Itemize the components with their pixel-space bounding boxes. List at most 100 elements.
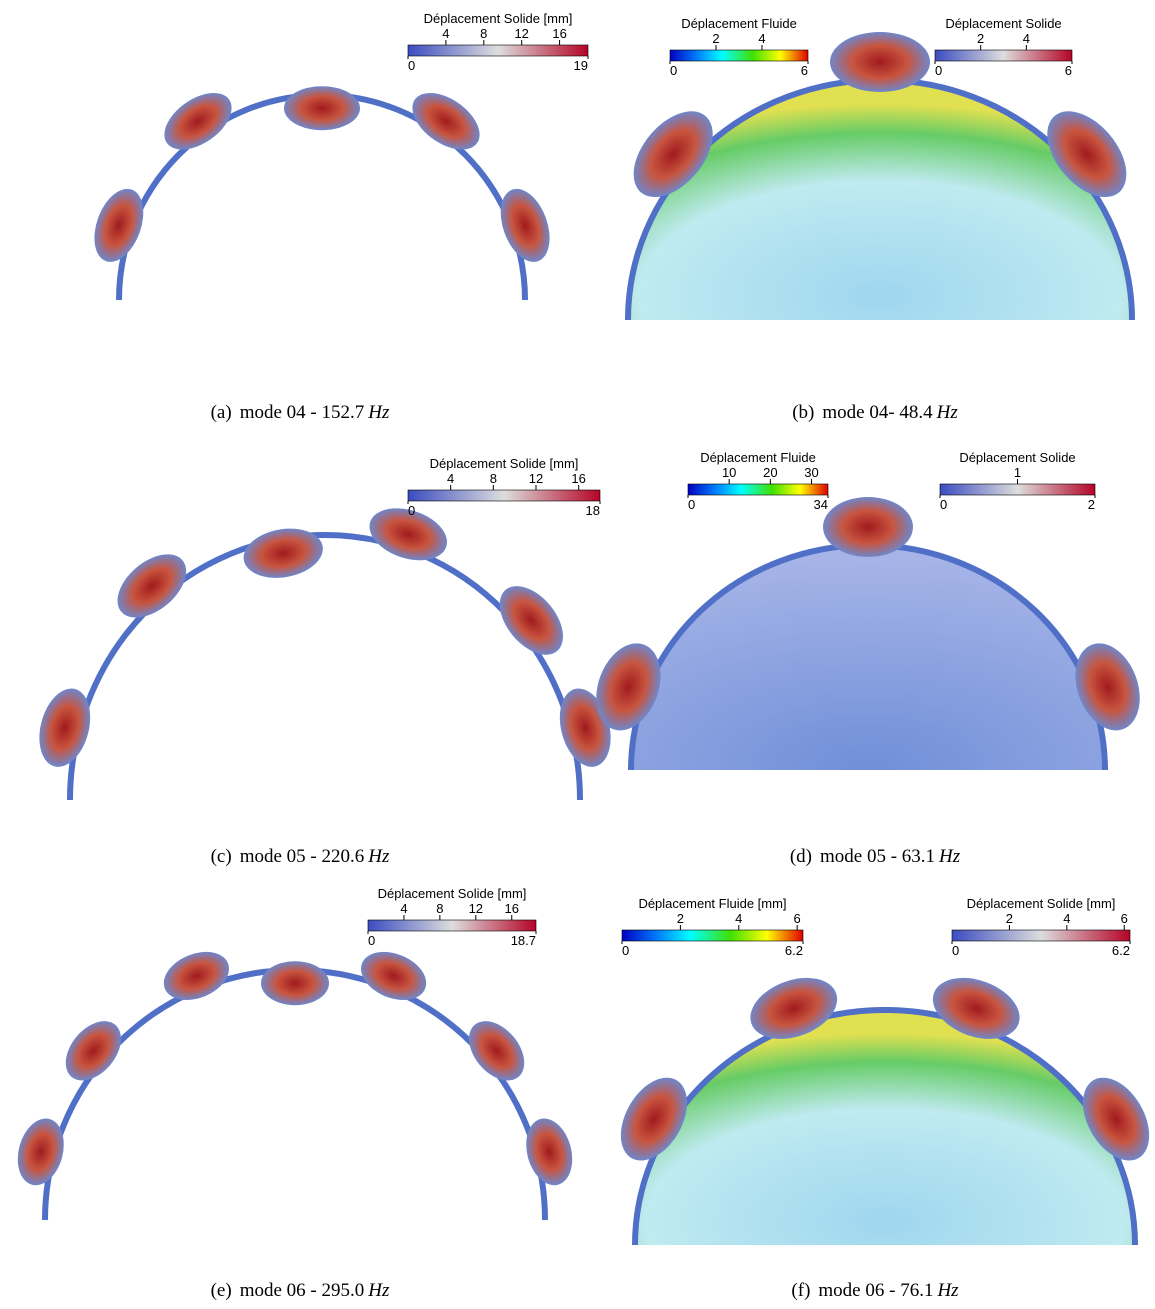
- fluid-domain: [631, 545, 1105, 770]
- colorbar: [669, 49, 809, 62]
- mode-lobe: [596, 643, 661, 731]
- colorbar-tick-label: 12: [514, 26, 528, 41]
- structure: [67, 532, 583, 801]
- colorbar-tick-label: 6: [794, 911, 801, 926]
- colorbar-title: Déplacement Solide [mm]: [430, 456, 579, 471]
- colorbar-tick-label: 4: [442, 26, 449, 41]
- colorbar-tick-label: 4: [447, 471, 454, 486]
- caption-label: (e): [211, 1280, 232, 1301]
- colorbar-tick-label: 12: [469, 901, 483, 916]
- caption-unit: Hz: [938, 846, 961, 867]
- colorbar-title: Déplacement Solide [mm]: [967, 896, 1116, 911]
- colorbar-max: 18.7: [511, 933, 536, 948]
- caption-text: mode 04- 48.4: [822, 402, 933, 423]
- mode-lobe: [117, 554, 187, 618]
- colorbar: [934, 49, 1073, 62]
- colorbar-tick-label: 4: [1063, 911, 1070, 926]
- mode-lobe: [830, 32, 930, 92]
- colorbar-tick-label: 12: [529, 471, 543, 486]
- colorbar-min: 0: [935, 63, 942, 78]
- colorbar-tick-label: 1: [1014, 465, 1021, 480]
- colorbar: [621, 929, 804, 942]
- colorbar-max: 19: [574, 58, 588, 73]
- colorbar-max: 6: [1065, 63, 1072, 78]
- mode-lobe: [499, 586, 563, 655]
- colorbars: Déplacement Solide [mm]4 8 12 160 19Déplacem…: [367, 11, 1131, 958]
- colorbar-tick-label: 16: [552, 26, 566, 41]
- mode-lobe: [823, 497, 913, 557]
- caption: (c) mode 05 - 220.6 Hz: [211, 846, 390, 867]
- mode-lobe: [361, 951, 427, 1001]
- colorbar: [687, 483, 829, 496]
- mode-lobe: [750, 977, 838, 1039]
- colorbar-tick-label: 20: [763, 465, 777, 480]
- caption-text: mode 04 - 152.7: [240, 402, 365, 423]
- colorbar-min: 0: [622, 943, 629, 958]
- colorbar-max: 6.2: [785, 943, 803, 958]
- colorbar: [939, 483, 1096, 496]
- colorbar: [407, 44, 589, 57]
- fluid-domain: [635, 1010, 1135, 1245]
- caption-text: mode 05 - 220.6: [240, 846, 365, 867]
- colorbar-title: Déplacement Fluide: [681, 16, 797, 31]
- colorbar-tick-label: 2: [1006, 911, 1013, 926]
- caption-label: (a): [211, 402, 232, 423]
- colorbar-tick-label: 6: [1121, 911, 1128, 926]
- caption: (a) mode 04 - 152.7 Hz: [211, 402, 390, 423]
- colorbar-max: 34: [814, 497, 828, 512]
- colorbar-tick-label: 4: [1023, 31, 1030, 46]
- colorbar-min: 0: [368, 933, 375, 948]
- mode-lobe: [1047, 111, 1127, 198]
- caption-text: mode 06 - 295.0: [240, 1280, 365, 1301]
- colorbar-tick-label: 10: [722, 465, 736, 480]
- mode-lobe: [369, 508, 448, 561]
- colorbar-tick-label: 16: [505, 901, 519, 916]
- caption-text: mode 05 - 63.1: [820, 846, 935, 867]
- mode-lobe: [526, 1118, 573, 1186]
- mode-lobe: [412, 92, 480, 150]
- colorbar-tick-label: 8: [480, 26, 487, 41]
- caption-label: (b): [792, 402, 814, 423]
- colorbar-tick-label: 4: [758, 31, 765, 46]
- colorbar-title: Déplacement Fluide [mm]: [638, 896, 786, 911]
- colorbar-min: 0: [940, 497, 947, 512]
- colorbar: [951, 929, 1131, 942]
- colorbar-tick-label: 16: [571, 471, 585, 486]
- fluid-domain: [628, 80, 1132, 320]
- colorbar-title: Déplacement Solide: [959, 450, 1075, 465]
- colorbar-tick-label: 2: [677, 911, 684, 926]
- mode-lobe: [500, 188, 550, 262]
- mode-lobe: [163, 951, 229, 1001]
- mode-lobe: [620, 1077, 688, 1161]
- mode-lobe: [65, 1021, 121, 1081]
- mode-lobe: [164, 92, 232, 150]
- colorbar-max: 2: [1088, 497, 1095, 512]
- caption-unit: Hz: [936, 1280, 959, 1301]
- caption-text: mode 06 - 76.1: [818, 1280, 933, 1301]
- colorbar-title: Déplacement Fluide: [700, 450, 816, 465]
- mode-lobe: [469, 1021, 525, 1081]
- colorbar-tick-label: 2: [712, 31, 719, 46]
- mode-lobe: [284, 86, 360, 131]
- caption: (b) mode 04- 48.4 Hz: [792, 402, 958, 423]
- colorbar-min: 0: [408, 503, 415, 518]
- colorbar-title: Déplacement Solide: [945, 16, 1061, 31]
- mode-shapes: [17, 32, 1150, 1246]
- colorbar-tick-label: 4: [400, 901, 407, 916]
- mode-lobe: [932, 977, 1020, 1039]
- caption-unit: Hz: [367, 1280, 390, 1301]
- captions: (a) mode 04 - 152.7 Hz (b) mode 04- 48.4 Hz(c…: [211, 402, 961, 1301]
- mode-lobe: [39, 688, 91, 767]
- caption-label: (c): [211, 846, 232, 867]
- colorbar: [367, 919, 537, 932]
- caption: (d) mode 05 - 63.1 Hz: [790, 846, 961, 867]
- caption-label: (d): [790, 846, 812, 867]
- colorbar-title: Déplacement Solide [mm]: [378, 886, 527, 901]
- colorbar-tick-label: 8: [490, 471, 497, 486]
- colorbar-min: 0: [408, 58, 415, 73]
- caption-unit: Hz: [367, 846, 390, 867]
- colorbar-min: 0: [670, 63, 677, 78]
- mode-lobe: [1082, 1077, 1150, 1161]
- caption-unit: Hz: [936, 402, 959, 423]
